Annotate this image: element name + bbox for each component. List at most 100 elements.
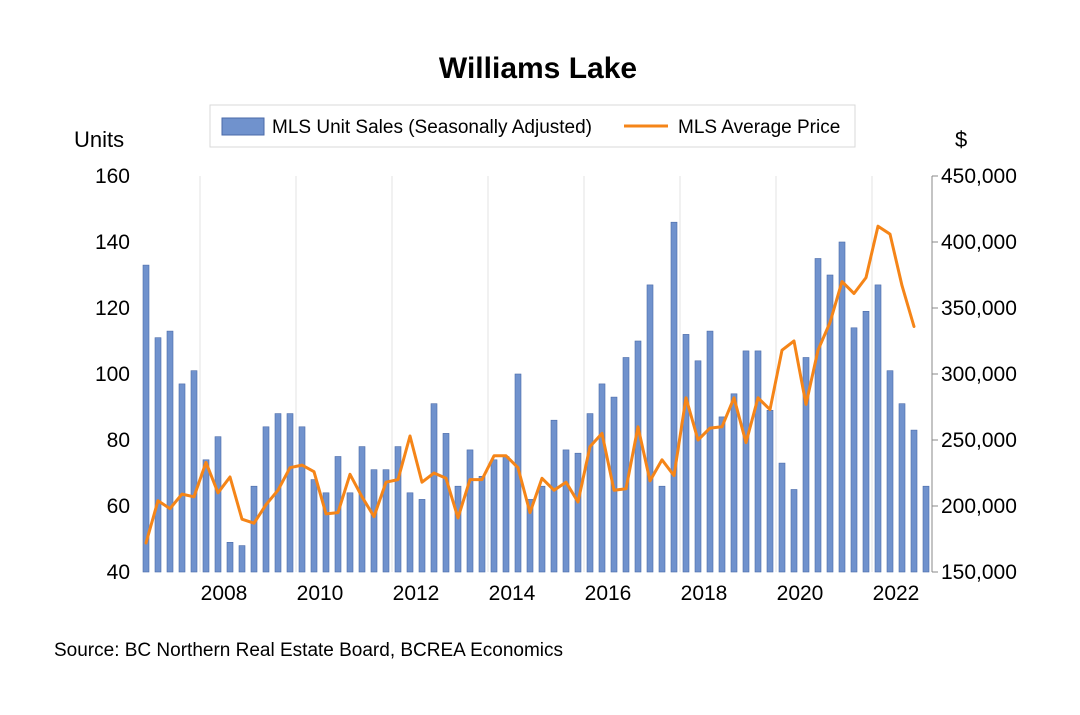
bar bbox=[814, 258, 822, 573]
left-tick-label: 140 bbox=[95, 231, 130, 254]
bar bbox=[358, 446, 366, 573]
left-tick-label: 160 bbox=[95, 165, 130, 188]
bar bbox=[346, 492, 354, 573]
bar bbox=[598, 383, 606, 573]
x-axis: 2008 2010 2012 2014 2016 2018 2020 2022 bbox=[201, 582, 920, 605]
bar bbox=[430, 403, 438, 573]
bar bbox=[454, 485, 462, 573]
bar bbox=[238, 545, 246, 573]
left-axis-label: Units bbox=[74, 127, 124, 152]
bar bbox=[298, 426, 306, 573]
right-tick-label: 200,000 bbox=[941, 495, 1017, 518]
left-tick-label: 60 bbox=[107, 495, 130, 518]
legend-line-label: MLS Average Price bbox=[678, 117, 840, 138]
legend: MLS Unit Sales (Seasonally Adjusted) MLS… bbox=[209, 104, 856, 148]
bar bbox=[310, 479, 318, 573]
bar bbox=[406, 492, 414, 573]
bar bbox=[730, 393, 738, 573]
right-axis-label: $ bbox=[955, 127, 967, 152]
bar bbox=[874, 284, 882, 573]
bar bbox=[478, 475, 486, 573]
legend-box bbox=[209, 104, 856, 148]
bar bbox=[214, 436, 222, 573]
bar bbox=[862, 310, 870, 573]
bar bbox=[202, 459, 210, 573]
right-tick-label: 150,000 bbox=[941, 561, 1017, 584]
bar bbox=[694, 360, 702, 573]
bar bbox=[226, 541, 234, 573]
right-tick-label: 250,000 bbox=[941, 429, 1017, 452]
bar bbox=[670, 221, 678, 573]
x-gridlines bbox=[199, 176, 873, 572]
legend-bar-swatch bbox=[221, 117, 265, 136]
bar bbox=[574, 452, 582, 573]
bar bbox=[586, 413, 594, 573]
source-note: Source: BC Northern Real Estate Board, B… bbox=[54, 640, 564, 661]
x-tick-label: 2020 bbox=[777, 582, 824, 605]
x-tick-label: 2010 bbox=[297, 582, 344, 605]
bar bbox=[706, 330, 714, 573]
chart-title: Williams Lake bbox=[439, 52, 637, 85]
bar bbox=[622, 357, 630, 573]
bar bbox=[886, 370, 894, 573]
price-line bbox=[144, 224, 916, 545]
bar bbox=[778, 462, 786, 573]
bar bbox=[190, 370, 198, 573]
bar bbox=[154, 337, 162, 573]
bar bbox=[250, 485, 258, 573]
bar bbox=[658, 485, 666, 573]
bar bbox=[502, 456, 510, 573]
bar bbox=[142, 264, 150, 573]
bar bbox=[490, 459, 498, 573]
left-tick-label: 120 bbox=[95, 297, 130, 320]
right-tick-label: 450,000 bbox=[941, 165, 1017, 188]
x-tick-label: 2016 bbox=[585, 582, 632, 605]
bar bbox=[442, 433, 450, 573]
bar bbox=[718, 416, 726, 573]
bar bbox=[382, 469, 390, 573]
right-tick-label: 400,000 bbox=[941, 231, 1017, 254]
bar-series bbox=[142, 221, 930, 573]
bar bbox=[394, 446, 402, 573]
bar bbox=[322, 492, 330, 573]
bar bbox=[370, 469, 378, 573]
bar bbox=[466, 449, 474, 573]
bar bbox=[922, 485, 930, 573]
bar bbox=[898, 403, 906, 573]
line-series bbox=[144, 224, 916, 545]
bar bbox=[910, 429, 918, 573]
bar bbox=[826, 274, 834, 573]
x-tick-label: 2018 bbox=[681, 582, 728, 605]
bar bbox=[526, 499, 534, 573]
bar bbox=[286, 413, 294, 573]
bar bbox=[178, 383, 186, 573]
right-tick-label: 350,000 bbox=[941, 297, 1017, 320]
bar bbox=[550, 419, 558, 573]
bar bbox=[418, 499, 426, 573]
bar bbox=[634, 340, 642, 573]
left-axis: 40 60 80 100 120 140 160 bbox=[95, 165, 130, 584]
bar bbox=[802, 357, 810, 573]
left-tick-label: 100 bbox=[95, 363, 130, 386]
left-tick-label: 80 bbox=[107, 429, 130, 452]
bar bbox=[838, 241, 846, 573]
x-tick-label: 2012 bbox=[393, 582, 440, 605]
bar bbox=[562, 449, 570, 573]
x-tick-label: 2022 bbox=[873, 582, 920, 605]
bar bbox=[754, 350, 762, 573]
bar bbox=[538, 485, 546, 573]
bar bbox=[742, 350, 750, 573]
right-axis: 150,000 200,000 250,000 300,000 350,000 400,0… bbox=[931, 165, 1017, 584]
bar bbox=[682, 334, 690, 573]
x-tick-label: 2008 bbox=[201, 582, 248, 605]
bar bbox=[790, 489, 798, 573]
bar bbox=[166, 330, 174, 573]
bar bbox=[262, 426, 270, 573]
left-tick-label: 40 bbox=[107, 561, 130, 584]
bar bbox=[646, 284, 654, 573]
legend-bar-label: MLS Unit Sales (Seasonally Adjusted) bbox=[272, 117, 592, 138]
bar bbox=[766, 409, 774, 573]
right-tick-label: 300,000 bbox=[941, 363, 1017, 386]
x-tick-label: 2014 bbox=[489, 582, 536, 605]
